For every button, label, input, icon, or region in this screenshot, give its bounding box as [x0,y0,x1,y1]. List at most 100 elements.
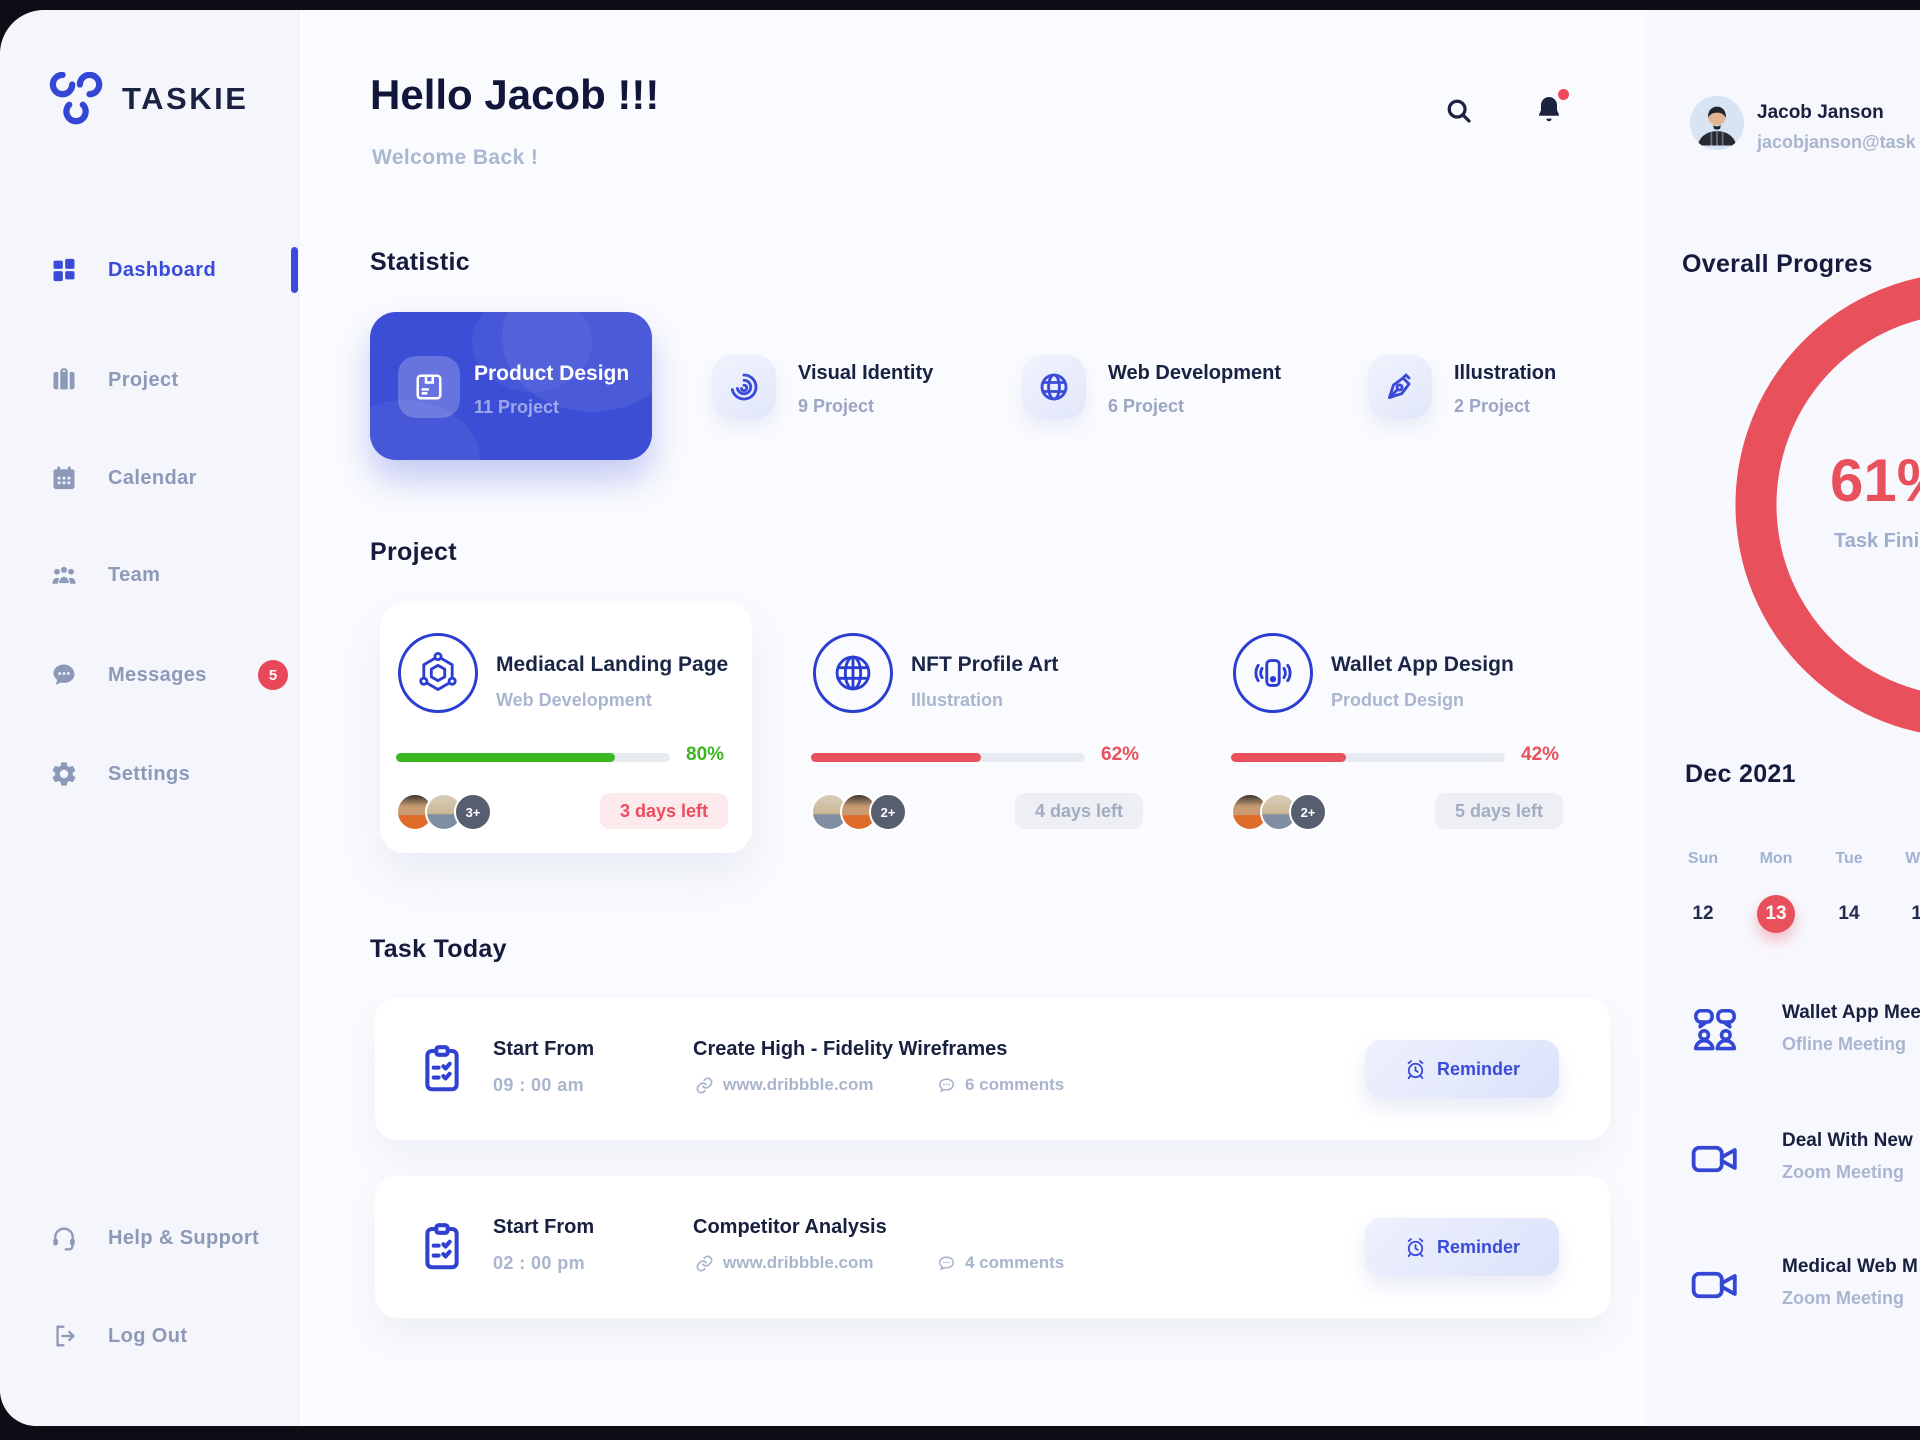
meeting-title[interactable]: Wallet App Mee [1782,1002,1920,1023]
pen-nib-icon [1388,373,1411,399]
task-comments[interactable]: 6 comments [937,1075,1064,1095]
overall-progress-heading: Overall Progres [1682,250,1873,278]
days-left-badge: 5 days left [1434,793,1563,829]
calendar-month: Dec 2021 [1685,760,1796,788]
page-title: Hello Jacob !!! [370,71,660,118]
calendar-date[interactable]: 12 [1674,894,1732,934]
progress-bar [811,753,1085,762]
project-title: Wallet App Design [1331,653,1514,676]
progress-bar [1231,753,1505,762]
stat-card-title: Illustration [1454,362,1557,384]
calendar-date[interactable]: 14 [1820,894,1878,934]
video-camera-icon[interactable] [1688,1132,1742,1186]
profile-email: jacobjanson@task [1757,132,1916,152]
project-category: Product Design [1331,690,1465,710]
project-category: Illustration [911,690,1004,710]
spiral-icon-tile [712,355,776,419]
task-row[interactable]: Start From 09 : 00 am Create High - Fide… [375,998,1610,1140]
meeting-subtitle: Zoom Meeting [1782,1288,1904,1308]
sidebar-item-label: Project [108,368,179,391]
task-link[interactable]: www.dribbble.com [695,1075,874,1095]
task-start-label: Start From [493,1216,595,1238]
sidebar-item-help-support[interactable]: Help & Support [0,1214,298,1262]
weekday-label: Mon [1759,850,1793,867]
date-number: 12 [1692,903,1714,924]
avatar-group: 3+ [396,793,492,831]
date-number: 15 [1911,903,1920,924]
comment-icon [938,1255,955,1271]
link-icon [696,1255,713,1271]
task-time: 02 : 00 pm [493,1253,586,1273]
package-icon-tile [398,356,460,418]
right-panel [1646,10,1920,1426]
sidebar-item-settings[interactable]: Settings [0,750,298,798]
page-subtitle: Welcome Back ! [372,146,539,169]
avatar-more-count: 2+ [1289,793,1327,831]
days-left-badge: 3 days left [599,793,728,829]
avatar-more-count: 2+ [869,793,907,831]
avatar-group: 2+ [811,793,907,831]
reminder-button[interactable]: Reminder [1365,1040,1559,1098]
alarm-icon [1407,1059,1424,1079]
active-nav-indicator [291,247,298,293]
overall-progress-percent: 61% [1830,447,1920,514]
progress-fill [811,753,981,762]
sidebar: TASKIE Dashboard Project Cale [0,10,299,1426]
people-chat-icon[interactable] [1688,1004,1742,1058]
project-card-nft-profile[interactable]: NFT Profile Art Illustration 62% 2+ 4 da… [795,603,1167,853]
task-link[interactable]: www.dribbble.com [695,1253,874,1273]
headset-icon [53,1227,75,1251]
clipboard-icon [425,1223,459,1270]
profile-avatar[interactable] [1690,96,1744,150]
task-comments-text: 4 comments [965,1253,1065,1272]
video-camera-icon[interactable] [1688,1258,1742,1312]
meeting-title[interactable]: Medical Web M [1782,1256,1918,1277]
notifications-button[interactable] [1526,86,1572,132]
project-title: Mediacal Landing Page [496,653,729,676]
reminder-button[interactable]: Reminder [1365,1218,1559,1276]
project-card-medical-landing[interactable]: Mediacal Landing Page Web Development 80… [380,603,752,853]
task-today-heading: Task Today [370,935,507,963]
weekday-label: Wed [1905,850,1920,867]
task-comments-text: 6 comments [965,1075,1065,1094]
project-title: NFT Profile Art [911,653,1059,676]
sidebar-item-calendar[interactable]: Calendar [0,454,298,502]
sidebar-item-messages[interactable]: Messages 5 [0,651,298,699]
sidebar-item-label: Team [108,563,161,586]
sidebar-item-project[interactable]: Project [0,356,298,404]
sidebar-item-logout[interactable]: Log Out [0,1312,298,1360]
app-canvas: TASKIE Dashboard Project Cale [0,10,1920,1426]
task-title: Competitor Analysis [693,1216,887,1238]
phone-vibrate-icon [1233,633,1313,713]
statistic-heading: Statistic [370,248,470,276]
sidebar-item-team[interactable]: Team [0,551,298,599]
dashboard-icon [53,258,75,282]
pen-icon-tile [1368,355,1432,419]
task-time: 09 : 00 am [493,1075,585,1095]
sidebar-item-label: Dashboard [108,258,217,281]
progress-bar [396,753,670,762]
reminder-button-label: Reminder [1436,1236,1521,1257]
logout-icon [56,1325,75,1347]
search-button[interactable] [1436,88,1482,134]
progress-percent: 62% [1101,744,1140,765]
progress-ring [1735,272,1920,735]
globe-icon [1040,373,1068,401]
search-icon [1447,99,1471,123]
task-comments[interactable]: 4 comments [937,1253,1064,1273]
task-link-text: www.dribbble.com [723,1253,874,1272]
project-card-wallet-app[interactable]: Wallet App Design Product Design 42% 2+ … [1215,603,1587,853]
task-row[interactable]: Start From 02 : 00 pm Competitor Analysi… [375,1176,1610,1318]
progress-percent: 42% [1521,744,1560,765]
calendar-date[interactable]: 15 [1893,894,1920,934]
sidebar-item-dashboard[interactable]: Dashboard [0,246,298,294]
calendar-date-selected[interactable]: 13 [1747,894,1805,934]
overall-progress-caption: Task Finis [1834,530,1920,552]
profile-name: Jacob Janson [1757,102,1884,123]
brand-name: TASKIE [122,81,249,116]
meeting-title[interactable]: Deal With New [1782,1130,1913,1151]
team-icon [52,565,76,585]
date-number: 13 [1757,895,1795,933]
cube-network-icon [398,633,478,713]
stat-card-product-design[interactable]: Product Design 11 Project [370,312,652,460]
